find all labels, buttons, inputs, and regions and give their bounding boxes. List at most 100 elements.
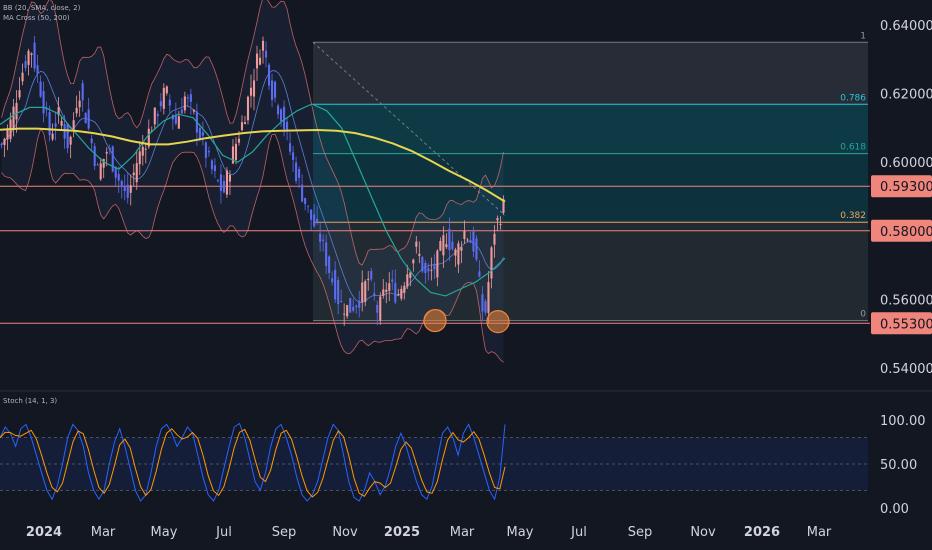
- candle-body: [328, 256, 331, 274]
- candle-body: [228, 174, 232, 182]
- candle-body: [213, 165, 216, 172]
- candle-body: [261, 40, 265, 51]
- candle-body: [379, 296, 382, 321]
- candle-body: [129, 185, 132, 193]
- price-axis[interactable]: 0.64000 0.62000 0.60000 0.58000 0.56000 0.540…: [871, 19, 932, 377]
- candle-body: [24, 61, 27, 69]
- candle-body: [376, 304, 379, 313]
- candle-body: [496, 218, 499, 221]
- stoch-k-line: [0, 422, 506, 502]
- candle-body: [117, 173, 120, 181]
- price-badge-0.59300: 0.59300: [880, 180, 932, 195]
- x-tick-Jul: Jul: [570, 525, 587, 540]
- candle-body: [108, 148, 111, 150]
- candle-body: [292, 152, 295, 160]
- stoch-indicator-label[interactable]: Stoch (14, 1, 3): [3, 397, 58, 405]
- fib-label-0.786: 0.786: [840, 93, 866, 103]
- candle-body: [418, 253, 421, 256]
- y-tick-0.60000: 0.60000: [880, 156, 932, 171]
- candle-body: [60, 120, 63, 126]
- moving-averages: [0, 103, 506, 297]
- fibonacci-retracement[interactable]: 1 0.786 0.618 0.382 0: [312, 31, 868, 322]
- stochastic-pane: 100.00 50.00 0.00: [0, 390, 932, 517]
- fib-trend-line: [312, 41, 506, 216]
- candle-body: [331, 278, 334, 283]
- time-axis[interactable]: 2024 Mar May Jul Sep Nov 2025 Mar May Jul Sep Nov 20…: [26, 525, 832, 540]
- candle-body: [153, 107, 156, 125]
- bollinger-bands: [1, 0, 504, 363]
- candle-body: [87, 109, 90, 129]
- candle-body: [207, 151, 210, 153]
- candle-body: [138, 151, 141, 165]
- candle-body: [415, 241, 418, 247]
- candle-body: [126, 184, 129, 198]
- candle-body: [255, 53, 259, 69]
- candle-body: [421, 256, 424, 272]
- candle-body: [252, 80, 256, 97]
- candle-body: [219, 174, 222, 191]
- bb-fill: [1, 0, 504, 363]
- candle-body: [21, 72, 24, 82]
- candle-body: [454, 249, 457, 256]
- ma-cross-indicator-label[interactable]: MA Cross (50, 200): [3, 14, 70, 22]
- candle-body: [409, 272, 412, 278]
- candle-body: [424, 263, 427, 273]
- fib-zone-0: [313, 42, 868, 105]
- candle-body: [466, 239, 469, 241]
- x-tick-2024: 2024: [26, 525, 62, 540]
- candle-body: [99, 163, 102, 180]
- low-marker-1: [423, 308, 447, 333]
- candle-body: [162, 87, 165, 109]
- ma50-line: [0, 103, 506, 297]
- candle-body: [3, 138, 6, 145]
- candle-body: [12, 106, 15, 130]
- candle-body: [484, 301, 487, 313]
- candle-body: [240, 122, 244, 131]
- candle-body: [283, 106, 286, 130]
- candle-body: [322, 239, 325, 241]
- x-tick-Jul: Jul: [215, 525, 232, 540]
- candle-body: [75, 107, 78, 114]
- bb-indicator-label[interactable]: BB (20, SMA, close, 2): [3, 4, 81, 12]
- candle-body: [499, 224, 502, 226]
- candle-body: [307, 205, 310, 207]
- candle-body: [289, 143, 292, 152]
- candle-body: [406, 274, 409, 287]
- candle-body: [373, 293, 376, 297]
- price-badge-bg: [871, 219, 932, 242]
- candle-body: [72, 120, 75, 131]
- candle-body: [481, 294, 484, 312]
- x-tick-Nov: Nov: [690, 525, 716, 540]
- candle-body: [270, 80, 274, 100]
- candle-body: [159, 101, 162, 107]
- candle-body: [472, 231, 475, 252]
- candle-body: [30, 53, 33, 55]
- candle-body: [490, 247, 493, 279]
- candle-body: [400, 288, 403, 299]
- candle-body: [442, 235, 445, 256]
- candle-body: [177, 116, 180, 129]
- candle-body: [168, 99, 171, 106]
- fib-label-1: 1: [860, 31, 866, 41]
- candle-body: [298, 169, 301, 178]
- fib-label-0.618: 0.618: [840, 143, 866, 153]
- candle-body: [469, 239, 472, 243]
- candle-body: [165, 86, 168, 94]
- candle-body: [63, 124, 66, 139]
- candle-body: [301, 184, 304, 202]
- low-marker-2: [486, 309, 510, 334]
- candle-body: [427, 268, 430, 272]
- bb-upper: [1, 0, 504, 266]
- candle-body: [358, 300, 361, 308]
- y-tick-0.62000: 0.62000: [880, 88, 932, 103]
- candle-body: [243, 122, 247, 125]
- x-tick-Mar: Mar: [807, 525, 832, 540]
- candle-body: [198, 128, 201, 140]
- candle-body: [264, 50, 268, 58]
- candle-body: [51, 133, 54, 140]
- candle-body: [90, 138, 93, 144]
- x-tick-Sep: Sep: [272, 525, 297, 540]
- candle-body: [132, 172, 135, 176]
- candle-body: [487, 282, 490, 313]
- price-badge-bg: [871, 312, 932, 335]
